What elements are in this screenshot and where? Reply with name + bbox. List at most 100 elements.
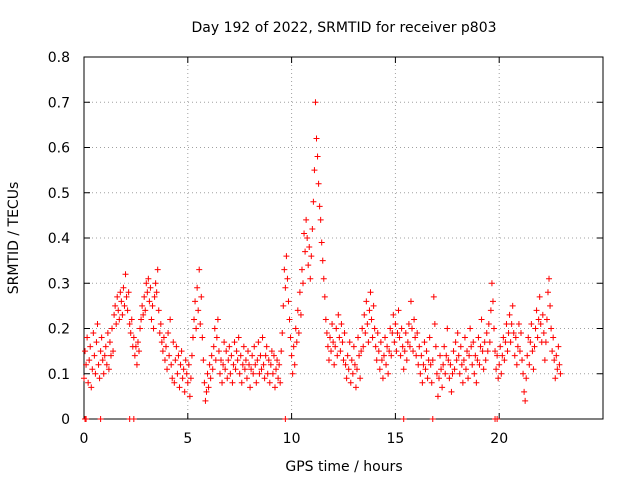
data-point — [427, 361, 434, 368]
data-point — [549, 348, 556, 355]
data-point — [407, 298, 414, 305]
data-point — [528, 320, 535, 327]
data-point — [211, 325, 218, 332]
data-point — [192, 298, 199, 305]
data-point — [336, 334, 343, 341]
data-point — [277, 379, 284, 386]
data-point — [230, 361, 237, 368]
data-point — [125, 289, 132, 296]
data-point — [103, 361, 110, 368]
data-point — [433, 370, 440, 377]
data-point — [99, 357, 106, 364]
data-point — [134, 339, 141, 346]
data-point — [324, 343, 331, 350]
data-point — [344, 352, 351, 359]
data-point — [195, 307, 202, 314]
data-point — [363, 298, 370, 305]
data-point — [337, 348, 344, 355]
data-point — [413, 352, 420, 359]
data-point — [391, 339, 398, 346]
data-point — [367, 289, 374, 296]
data-point — [86, 357, 93, 364]
data-point — [556, 361, 563, 368]
data-point — [457, 343, 464, 350]
data-point — [437, 352, 444, 359]
data-point — [317, 216, 324, 223]
data-point — [208, 352, 215, 359]
data-point — [85, 379, 92, 386]
data-point — [284, 275, 291, 282]
data-point — [486, 339, 493, 346]
data-point — [303, 216, 310, 223]
data-point — [250, 370, 257, 377]
data-point — [397, 352, 404, 359]
data-point — [552, 375, 559, 382]
data-point — [536, 293, 543, 300]
data-point — [200, 357, 207, 364]
data-point — [393, 348, 400, 355]
data-point — [366, 307, 373, 314]
data-point — [460, 357, 467, 364]
data-point — [209, 366, 216, 373]
data-point — [227, 370, 234, 377]
data-point — [547, 302, 554, 309]
y-tick-label: 0.3 — [48, 276, 70, 292]
data-point — [197, 320, 204, 327]
data-point — [333, 325, 340, 332]
data-point — [236, 370, 243, 377]
data-point — [394, 330, 401, 337]
data-point — [215, 348, 222, 355]
data-point — [306, 244, 313, 251]
data-point — [325, 357, 332, 364]
data-point — [456, 370, 463, 377]
data-point — [110, 348, 117, 355]
data-point — [139, 302, 146, 309]
data-point — [260, 361, 267, 368]
data-point — [269, 370, 276, 377]
data-point — [256, 370, 263, 377]
data-point — [423, 348, 430, 355]
data-point — [447, 361, 454, 368]
data-point — [255, 339, 262, 346]
data-point — [379, 375, 386, 382]
data-point — [100, 370, 107, 377]
data-point — [119, 311, 126, 318]
data-point — [160, 334, 167, 341]
data-point — [422, 366, 429, 373]
x-tick-label: 0 — [80, 431, 89, 447]
data-point — [430, 293, 437, 300]
data-point — [369, 334, 376, 341]
data-point — [213, 334, 220, 341]
data-point — [428, 379, 435, 386]
data-point — [237, 352, 244, 359]
data-point — [309, 225, 316, 232]
data-point — [149, 302, 156, 309]
data-point — [384, 343, 391, 350]
data-point — [514, 343, 521, 350]
data-point — [451, 366, 458, 373]
data-point — [334, 352, 341, 359]
data-point — [153, 289, 160, 296]
data-point — [377, 339, 384, 346]
data-point — [443, 352, 450, 359]
data-point — [376, 366, 383, 373]
data-point — [412, 334, 419, 341]
data-point — [235, 334, 242, 341]
axis-ticks — [83, 56, 603, 420]
data-point — [523, 375, 530, 382]
data-point — [555, 343, 562, 350]
data-point — [356, 352, 363, 359]
data-point — [223, 348, 230, 355]
data-point — [484, 348, 491, 355]
data-point — [329, 320, 336, 327]
data-point — [500, 334, 507, 341]
data-point — [474, 357, 481, 364]
data-point — [557, 370, 564, 377]
data-point — [113, 320, 120, 327]
data-point — [127, 330, 134, 337]
data-point — [205, 384, 212, 391]
data-point — [218, 357, 225, 364]
data-point — [424, 375, 431, 382]
data-point — [165, 330, 172, 337]
data-point — [221, 339, 228, 346]
